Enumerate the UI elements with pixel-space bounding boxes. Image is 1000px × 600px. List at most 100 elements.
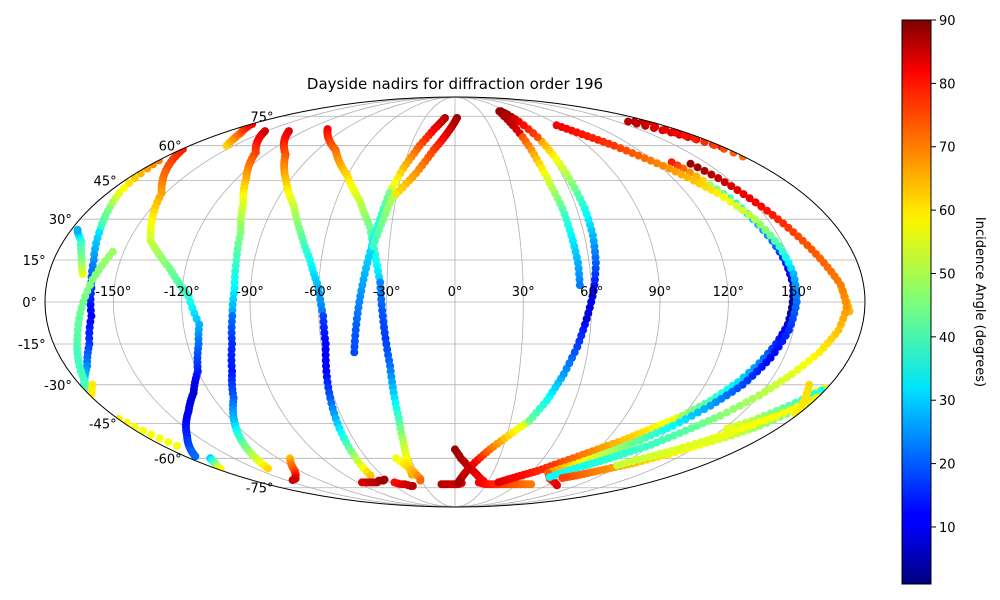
scatter-points xyxy=(73,107,854,490)
longitude-tick-label: -60° xyxy=(304,285,332,300)
data-point xyxy=(366,471,375,480)
data-point xyxy=(799,361,808,370)
colorbar-tick-label: 50 xyxy=(939,267,956,282)
data-point xyxy=(680,131,689,140)
data-point xyxy=(628,149,637,158)
colorbar-label: Incidence Angle (degrees) xyxy=(972,217,987,387)
data-point xyxy=(684,441,693,450)
data-point xyxy=(779,408,788,417)
data-point xyxy=(130,174,139,183)
colorbar-ticks: 10 20 30 40 50 60 70 80 90 xyxy=(931,14,956,536)
data-point xyxy=(745,210,754,219)
colorbar-gradient xyxy=(901,19,932,585)
longitude-tick-label: 0° xyxy=(448,285,463,300)
data-point xyxy=(701,182,710,191)
data-point xyxy=(230,272,239,281)
data-point xyxy=(707,170,716,179)
data-point xyxy=(690,439,699,448)
latitude-tick-label: -75° xyxy=(246,482,274,497)
latitude-tick-label: 60° xyxy=(159,140,182,155)
data-point xyxy=(793,365,802,374)
data-point xyxy=(408,482,417,490)
latitude-tick-label: 0° xyxy=(22,296,37,311)
colorbar-tick-label: 40 xyxy=(939,331,956,346)
data-point xyxy=(321,345,330,354)
data-point xyxy=(733,186,742,195)
data-point xyxy=(622,146,631,155)
longitude-tick-label: 150° xyxy=(781,285,812,300)
data-point xyxy=(707,185,716,194)
longitude-tick-labels: -150° -120° -90° -60° -30° 0° 30° 60° 90° 120° 150… xyxy=(95,285,812,300)
data-point xyxy=(755,391,764,400)
colorbar-tick-label: 60 xyxy=(939,204,956,219)
data-point xyxy=(652,159,661,168)
data-point xyxy=(770,236,779,245)
data-point xyxy=(714,174,723,183)
data-point xyxy=(264,464,272,473)
data-point xyxy=(751,215,760,224)
data-point xyxy=(693,408,702,417)
data-point xyxy=(416,476,425,485)
data-point xyxy=(527,480,536,489)
data-point xyxy=(678,443,687,452)
data-point xyxy=(227,323,236,332)
data-point xyxy=(720,193,729,202)
data-point xyxy=(745,194,754,203)
data-point xyxy=(85,328,94,337)
data-point xyxy=(661,125,670,134)
data-point xyxy=(227,351,236,360)
data-point xyxy=(748,394,757,403)
data-point xyxy=(756,220,765,229)
data-point xyxy=(640,154,649,163)
latitude-tick-labels: -75° -60° -45° -30° -15° 0° 15° 30° 45° 60° 75° xyxy=(18,110,274,496)
data-point xyxy=(634,151,643,160)
data-point xyxy=(164,438,173,447)
data-point xyxy=(630,117,639,126)
data-point xyxy=(683,173,692,182)
data-point xyxy=(138,426,147,435)
data-point xyxy=(671,128,680,137)
longitude-tick-label: 120° xyxy=(713,285,744,300)
data-point xyxy=(321,339,330,348)
map-boundary xyxy=(44,96,866,508)
data-point xyxy=(646,156,655,165)
data-point xyxy=(815,348,824,357)
latitude-tick-label: 30° xyxy=(49,213,72,228)
data-point xyxy=(369,242,378,251)
data-point xyxy=(230,278,239,287)
data-point xyxy=(742,398,751,407)
latitude-tick-label: 75° xyxy=(250,110,273,125)
data-point xyxy=(713,189,722,198)
data-point xyxy=(766,231,775,240)
colorbar-tick-label: 30 xyxy=(939,394,956,409)
data-point xyxy=(810,352,819,361)
longitude-tick-label: -150° xyxy=(95,285,131,300)
data-point xyxy=(700,405,709,414)
longitude-tick-label: 90° xyxy=(648,285,671,300)
data-point xyxy=(738,206,747,215)
data-point xyxy=(720,178,729,187)
data-point xyxy=(768,210,777,219)
data-point xyxy=(727,182,736,191)
data-point xyxy=(697,438,706,447)
longitude-tick-label: -90° xyxy=(236,285,264,300)
data-point xyxy=(73,225,82,234)
colorbar-tick-label: 70 xyxy=(939,141,956,156)
data-point xyxy=(553,481,561,490)
data-point xyxy=(735,401,744,410)
mollweide-map: -150° -120° -90° -60° -30° 0° 30° 60° 90° 120° 150… xyxy=(18,96,866,508)
data-point xyxy=(667,158,676,167)
data-point xyxy=(686,159,695,168)
data-point xyxy=(147,430,156,439)
data-point xyxy=(380,475,389,484)
meridian-gridline xyxy=(181,97,456,507)
data-point xyxy=(616,144,625,153)
longitude-tick-label: 30° xyxy=(512,285,535,300)
data-point xyxy=(757,202,766,211)
data-point xyxy=(703,436,712,445)
data-point xyxy=(228,306,237,315)
data-point xyxy=(706,401,715,410)
colorbar-tick-label: 10 xyxy=(939,521,956,536)
data-point xyxy=(665,164,674,173)
